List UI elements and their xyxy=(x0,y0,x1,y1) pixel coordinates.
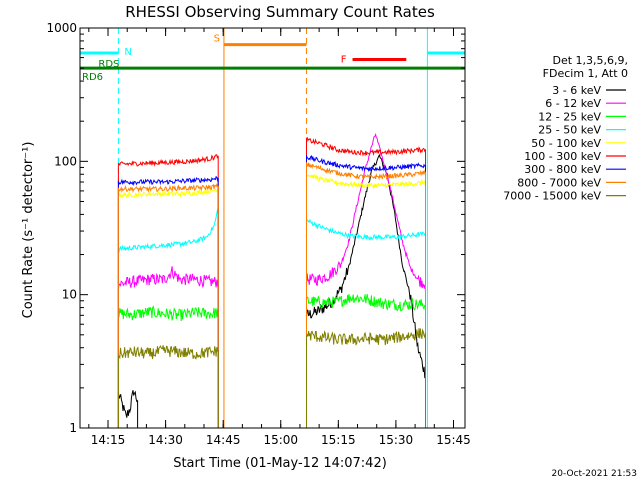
x-tick-label: 15:00 xyxy=(263,433,298,447)
legend-label: 800 - 7000 keV xyxy=(517,176,601,189)
legend-label: 25 - 50 keV xyxy=(538,124,601,137)
axes: 1 10 100 1000 14:15 14:30 14:45 15:00 15:15 15:30… xyxy=(46,21,470,447)
series-line-2-segment-0 xyxy=(117,305,219,428)
legend-label: 12 - 25 keV xyxy=(538,110,601,123)
x-tick-label: 15:45 xyxy=(436,433,471,447)
series-line-7-segment-1 xyxy=(306,162,426,428)
marker-label-rds: RDS xyxy=(98,59,119,70)
legend-header-line: FDecim 1, Att 0 xyxy=(543,67,628,80)
series-line-1-segment-1 xyxy=(306,132,426,428)
series-line-4-segment-0 xyxy=(117,188,219,428)
series-line-3-segment-1 xyxy=(306,218,426,428)
x-axis-label: Start Time (01-May-12 14:07:42) xyxy=(173,456,387,471)
chart-title: RHESSI Observing Summary Count Rates xyxy=(125,3,435,21)
x-tick-label: 14:30 xyxy=(148,433,183,447)
legend-label: 3 - 6 keV xyxy=(552,84,601,97)
x-tick-label: 15:30 xyxy=(379,433,414,447)
x-tick-label: 14:45 xyxy=(206,433,241,447)
legend-label: 7000 - 15000 keV xyxy=(503,190,601,203)
series-line-4-segment-1 xyxy=(306,174,426,428)
marker-label-s: S xyxy=(214,34,220,45)
marker-label-n: N xyxy=(124,47,131,58)
y-tick-label: 1000 xyxy=(46,21,77,35)
y-tick-label: 100 xyxy=(54,154,77,168)
legend: Det 1,3,5,6,9,FDecim 1, Att 0 3 - 6 keV6 … xyxy=(503,54,628,203)
plot-area: N S F RDS RD6 xyxy=(80,28,466,428)
footer-timestamp: 20-Oct-2021 21:53 xyxy=(552,469,637,479)
series-line-5-segment-0 xyxy=(117,154,219,428)
series-line-6-segment-1 xyxy=(306,154,426,428)
series-line-0-segment-0 xyxy=(117,390,139,428)
series-line-8-segment-1 xyxy=(306,328,426,428)
plot-frame xyxy=(79,27,466,429)
y-tick-label: 10 xyxy=(62,288,77,302)
legend-label: 100 - 300 keV xyxy=(524,150,601,163)
series-line-5-segment-1 xyxy=(306,136,426,428)
legend-header-line: Det 1,3,5,6,9, xyxy=(552,54,628,67)
legend-label: 6 - 12 keV xyxy=(545,97,601,110)
y-axis-label: Count Rate (s⁻¹ detector⁻¹) xyxy=(21,142,36,319)
marker-label-rd6: RD6 xyxy=(82,72,103,83)
series-line-6-segment-0 xyxy=(117,176,219,428)
series-line-8-segment-0 xyxy=(117,345,219,428)
series-line-2-segment-1 xyxy=(306,293,426,428)
legend-label: 50 - 100 keV xyxy=(531,137,601,150)
series-line-1-segment-0 xyxy=(117,266,219,428)
series-line-0-segment-1 xyxy=(306,153,426,428)
series-line-7-segment-0 xyxy=(117,183,219,428)
x-tick-label: 15:15 xyxy=(321,433,356,447)
series-line-3-segment-0 xyxy=(117,207,219,428)
marker-label-f: F xyxy=(341,55,347,66)
y-tick-label: 1 xyxy=(69,421,77,435)
x-tick-label: 14:15 xyxy=(91,433,126,447)
legend-label: 300 - 800 keV xyxy=(524,163,601,176)
